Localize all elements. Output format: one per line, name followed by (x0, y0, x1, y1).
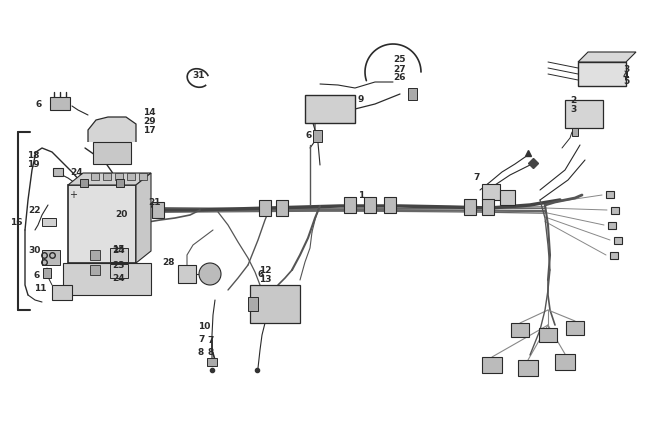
Text: 27: 27 (393, 65, 406, 74)
Bar (565, 100, 603, 128)
Text: 13: 13 (259, 275, 272, 283)
Bar (610, 252, 618, 259)
Bar (614, 236, 622, 243)
Bar (207, 358, 217, 366)
Text: 19: 19 (27, 160, 40, 168)
Polygon shape (88, 117, 136, 142)
Text: 6: 6 (257, 269, 263, 279)
Bar (178, 265, 196, 283)
Text: +: + (69, 190, 77, 200)
Text: 22: 22 (28, 205, 40, 215)
Bar (152, 202, 164, 218)
Text: 24: 24 (112, 245, 125, 255)
Polygon shape (578, 52, 636, 62)
Polygon shape (68, 173, 151, 185)
Text: 26: 26 (393, 74, 406, 82)
Bar (384, 197, 396, 213)
Bar (344, 197, 356, 213)
Text: 11: 11 (34, 283, 47, 293)
Bar (127, 173, 135, 180)
Bar (93, 142, 131, 164)
Bar (50, 97, 70, 110)
Bar (611, 207, 619, 214)
Bar (248, 297, 258, 311)
Bar (115, 173, 123, 180)
Text: 23: 23 (112, 260, 125, 269)
Text: 8: 8 (207, 347, 213, 357)
Polygon shape (136, 173, 151, 263)
Bar (63, 263, 151, 295)
Bar (482, 357, 502, 373)
Text: 7: 7 (207, 335, 213, 344)
Text: 7: 7 (198, 334, 204, 344)
Bar (53, 168, 63, 176)
Bar (566, 321, 584, 335)
Text: 1: 1 (358, 191, 364, 200)
Bar (110, 264, 128, 278)
Text: 16: 16 (10, 218, 23, 226)
Bar (539, 328, 557, 342)
Bar (305, 95, 355, 123)
Text: 21: 21 (148, 198, 161, 207)
Text: 6: 6 (306, 130, 312, 140)
Text: 9: 9 (358, 95, 365, 103)
Bar (482, 199, 494, 215)
Text: 29: 29 (143, 116, 155, 126)
Bar (68, 185, 136, 263)
Bar (464, 199, 476, 215)
Ellipse shape (199, 263, 221, 285)
Bar (90, 250, 100, 260)
Bar (572, 128, 578, 136)
Bar (43, 268, 51, 278)
Text: 15: 15 (112, 245, 125, 253)
Bar (313, 130, 322, 142)
Text: 17: 17 (143, 126, 155, 134)
Bar (42, 218, 56, 226)
Bar (42, 250, 60, 265)
Text: 3: 3 (623, 65, 629, 74)
Text: 25: 25 (393, 55, 406, 65)
Bar (80, 179, 88, 187)
Bar (90, 265, 100, 275)
Text: 12: 12 (259, 266, 272, 275)
Bar (364, 197, 376, 213)
Bar (511, 323, 529, 337)
Text: 24: 24 (70, 167, 83, 177)
Bar (139, 173, 147, 180)
Text: 7: 7 (473, 173, 480, 181)
Bar (259, 200, 271, 216)
Bar (608, 221, 616, 228)
Bar (500, 190, 515, 205)
Bar (482, 184, 500, 200)
Text: 6: 6 (36, 99, 42, 109)
Bar (606, 191, 614, 198)
Text: 20: 20 (115, 210, 127, 218)
Bar (103, 173, 111, 180)
Bar (116, 179, 124, 187)
Bar (250, 285, 300, 323)
Text: 10: 10 (198, 321, 211, 330)
Text: 3: 3 (570, 105, 577, 113)
Text: 18: 18 (27, 150, 40, 160)
Text: 6: 6 (34, 270, 40, 279)
Bar (518, 360, 538, 376)
Bar (555, 354, 575, 370)
Bar (91, 173, 99, 180)
Bar (578, 62, 626, 86)
Text: 31: 31 (192, 71, 205, 79)
Text: 4: 4 (623, 71, 629, 79)
Text: 24: 24 (112, 273, 125, 283)
Text: 30: 30 (28, 245, 40, 255)
Bar (52, 285, 72, 300)
Text: 14: 14 (143, 108, 155, 116)
Text: 28: 28 (162, 258, 174, 266)
Text: 8: 8 (198, 347, 204, 357)
Bar (110, 248, 128, 262)
Bar (276, 200, 288, 216)
Bar (408, 88, 417, 100)
Text: 5: 5 (623, 78, 629, 86)
Text: 2: 2 (570, 95, 577, 105)
